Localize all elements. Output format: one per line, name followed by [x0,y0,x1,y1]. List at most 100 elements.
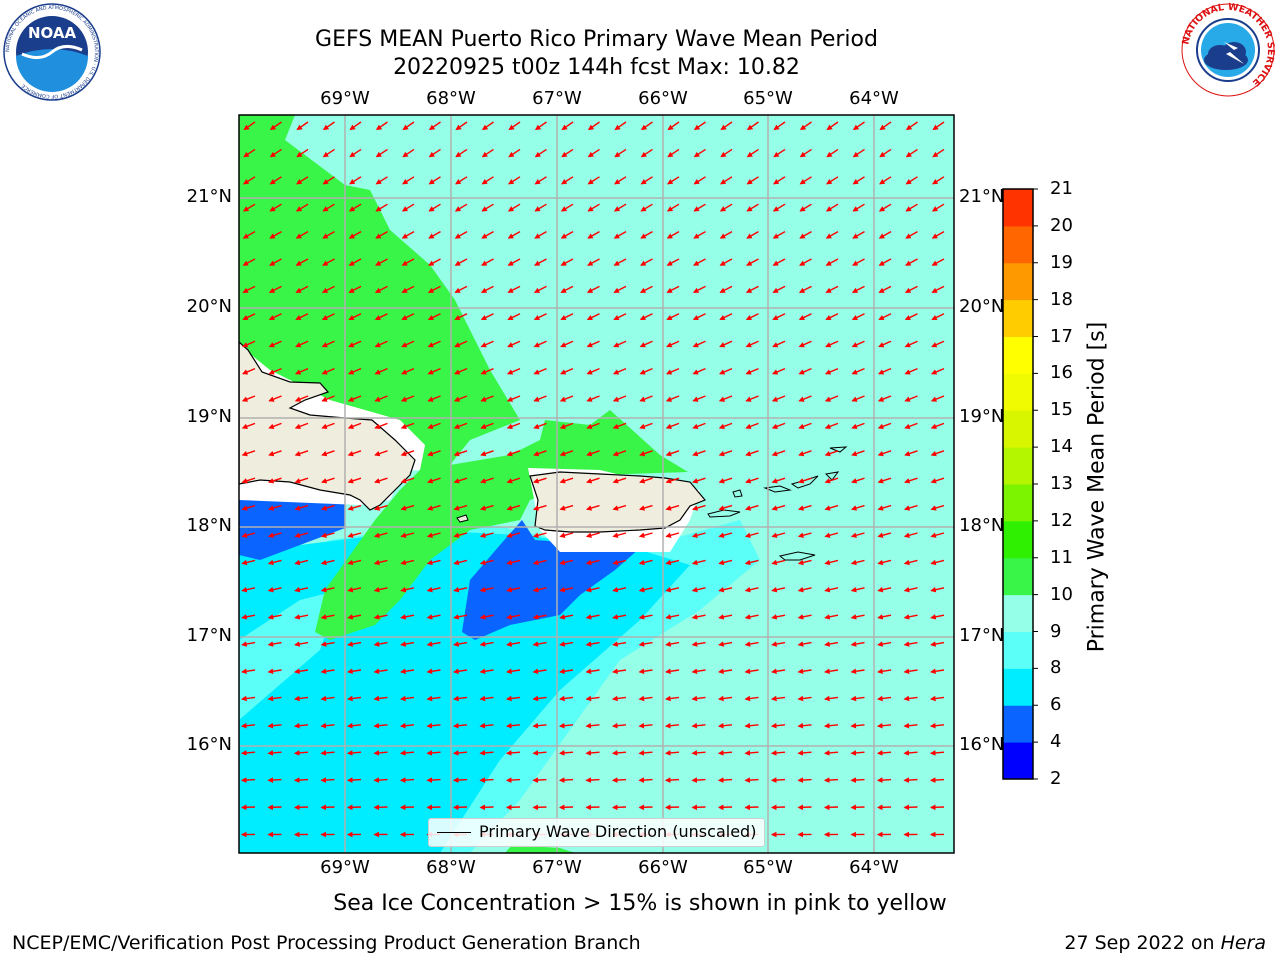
wave-direction-arrow [611,722,627,729]
bottom-lon-tick: 64°W [849,857,899,878]
wave-direction-arrow [455,148,468,158]
wave-direction-arrow [559,586,574,593]
wave-direction-arrow [480,477,494,484]
wave-direction-arrow [797,695,812,702]
wave-direction-arrow [294,668,309,675]
wave-direction-arrow [797,668,812,675]
wave-direction-arrow [294,395,309,402]
wave-direction-arrow [930,668,945,675]
wave-direction-arrow [745,450,759,457]
wave-direction-arrow [773,176,786,185]
colorbar-segment [1003,557,1033,596]
wave-direction-arrow [534,258,547,266]
wave-direction-arrow [797,750,812,756]
wave-direction-arrow [426,586,441,593]
wave-direction-arrow [930,422,945,430]
wave-direction-arrow [798,422,812,430]
wave-direction-arrow [347,395,362,402]
bottom-lon-tick: 68°W [426,857,476,878]
wave-direction-arrow [506,532,521,538]
left-lat-tick: 16°N [186,734,232,755]
wave-direction-arrow [242,203,256,212]
wave-direction-arrow [665,477,680,484]
wave-direction-arrow [507,340,521,348]
wave-direction-arrow [823,777,839,783]
wave-direction-arrow [506,450,521,457]
wave-direction-arrow [719,340,733,348]
wave-direction-arrow [613,203,627,212]
wave-direction-arrow [506,504,521,511]
wave-direction-arrow [294,477,309,484]
wave-direction-arrow [506,559,521,566]
wave-direction-arrow [268,395,282,402]
wave-direction-arrow [479,586,494,593]
wave-direction-arrow [877,559,892,566]
wave-direction-arrow [348,313,362,321]
wave-direction-arrow [240,777,256,783]
wave-direction-arrow [691,532,706,538]
wave-direction-arrow [400,422,415,430]
wave-direction-arrow [532,641,547,647]
wave-direction-arrow [665,395,680,402]
wave-direction-arrow [585,777,600,783]
wave-direction-arrow [454,230,468,239]
wave-direction-arrow [585,586,600,593]
wave-direction-arrow [877,532,892,538]
wave-direction-arrow [667,148,680,158]
wave-direction-arrow [481,258,494,266]
wave-direction-arrow [532,668,547,675]
wave-direction-arrow [850,586,865,593]
wave-direction-arrow [241,504,256,511]
wave-direction-arrow [799,230,812,239]
wave-direction-arrow [294,586,309,593]
colorbar-segment [1003,336,1033,374]
period-4-6-west [239,500,345,560]
wave-direction-arrow [931,230,945,239]
wave-direction-arrow [322,176,335,185]
wave-direction-arrow [718,504,733,511]
wave-direction-arrow [321,477,335,484]
wave-direction-arrow [426,777,441,783]
wave-direction-arrow [479,614,494,620]
wave-direction-arrow [320,695,335,702]
wave-direction-arrow [508,121,521,131]
wave-direction-arrow [268,477,282,484]
wave-direction-arrow [611,695,627,702]
wave-direction-arrow [453,395,468,402]
wave-direction-arrow [611,777,627,783]
wave-direction-arrow [824,450,839,457]
wave-direction-arrow [295,340,309,348]
wave-direction-arrow [240,722,256,729]
wave-direction-arrow [905,203,918,212]
wave-direction-arrow [401,230,415,239]
wave-direction-arrow [321,422,335,430]
wave-direction-arrow [903,586,918,593]
wave-direction-arrow [321,395,335,402]
top-lon-tick: 65°W [743,88,793,109]
wave-direction-arrow [241,668,256,675]
wave-direction-arrow [720,121,733,131]
wave-direction-arrow [480,285,494,293]
wave-direction-arrow [824,477,839,484]
wave-direction-arrow [349,121,362,131]
wave-direction-arrow [268,422,282,430]
wave-direction-arrow [719,367,733,375]
wave-direction-arrow [373,532,388,538]
bottom-lon-tick: 67°W [532,857,582,878]
wave-direction-arrow [771,422,786,430]
wave-direction-arrow [480,395,494,402]
wave-direction-arrow [559,395,574,402]
wave-direction-arrow [453,668,468,675]
wave-direction-arrow [399,695,415,702]
wave-direction-arrow [586,450,600,457]
colorbar-tick-label: 6 [1050,694,1062,716]
colorbar-tick-label: 12 [1050,509,1073,531]
wave-direction-arrow [798,367,812,375]
wave-direction-arrow [401,313,415,321]
wave-direction-arrow [399,750,415,756]
wave-direction-arrow [904,285,918,293]
colorbar-tick-label: 4 [1050,731,1062,753]
wave-direction-arrow [903,722,918,729]
wave-direction-arrow [532,586,547,593]
wave-direction-arrow [877,450,892,457]
